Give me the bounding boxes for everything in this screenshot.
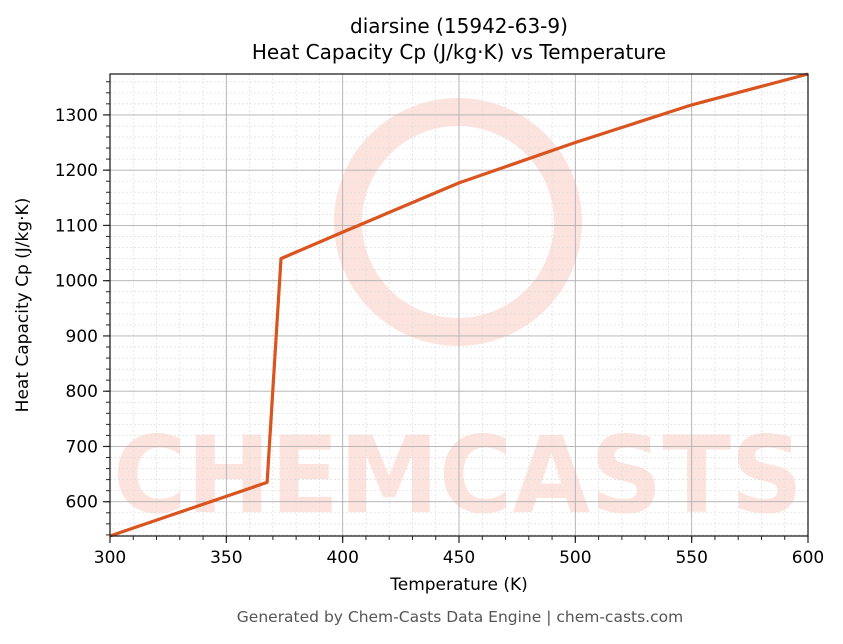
y-tick-label: 1100 — [55, 216, 98, 236]
footer-credit: Generated by Chem-Casts Data Engine | ch… — [236, 608, 684, 626]
plot-frame — [109, 73, 809, 537]
y-axis-label: Heat Capacity Cp (J/kg·K) — [13, 197, 33, 413]
x-tick-label: 450 — [443, 548, 475, 568]
x-tick-label: 400 — [326, 548, 358, 568]
x-tick-label: 350 — [210, 548, 242, 568]
y-tick-label: 700 — [66, 437, 98, 457]
watermark-logo-icon — [334, 98, 582, 346]
x-tick-label: 600 — [792, 548, 824, 568]
x-tick-label: 500 — [559, 548, 591, 568]
watermark-text: CHEMCASTS — [113, 414, 803, 537]
axis-ticks: 300 350 400 450 500 550 600 600 700 800 900 1000 110… — [55, 81, 824, 568]
cp-series-line — [109, 72, 809, 538]
x-tick-label: 550 — [675, 548, 707, 568]
y-tick-label: 1200 — [55, 161, 98, 181]
x-axis-label: Temperature (K) — [390, 575, 528, 595]
y-tick-label: 1000 — [55, 272, 98, 292]
y-tick-label: 900 — [66, 327, 98, 347]
watermark: CHEMCASTS — [113, 98, 803, 537]
y-tick-label: 800 — [66, 382, 98, 402]
y-tick-label: 1300 — [55, 106, 98, 126]
y-tick-label: 600 — [66, 493, 98, 513]
chart-subtitle: Heat Capacity Cp (J/kg·K) vs Temperature — [251, 40, 667, 64]
major-grid — [109, 74, 809, 536]
x-tick-label: 300 — [94, 548, 126, 568]
chart-title: diarsine (15942-63-9) — [350, 14, 568, 38]
